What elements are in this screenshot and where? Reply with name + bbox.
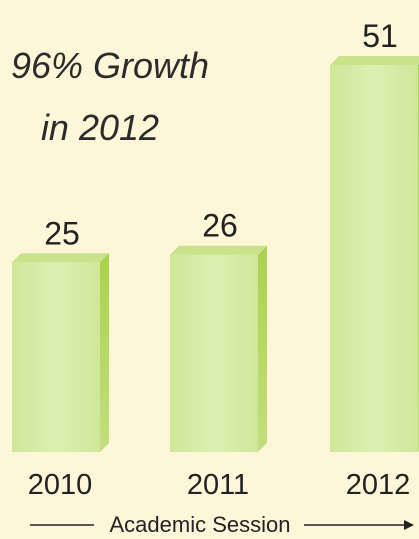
- headline-line-1: 96% Growth: [11, 45, 209, 86]
- value-label-2011: 26: [202, 208, 238, 244]
- tick-label-2012: 2012: [346, 469, 411, 501]
- bar-side: [100, 253, 109, 452]
- tick-label-2010: 2010: [28, 469, 93, 501]
- bars-layer: [12, 56, 419, 452]
- bar-front: [330, 65, 418, 452]
- bar-2010: [12, 253, 109, 452]
- bar-side: [258, 245, 267, 452]
- headline-line-2: in 2012: [41, 107, 159, 148]
- bar-front: [12, 262, 100, 452]
- x-axis-title: Academic Session: [110, 512, 291, 537]
- tick-label-2011: 2011: [187, 469, 249, 501]
- bar-front: [170, 254, 258, 452]
- bar-top: [12, 253, 109, 263]
- value-labels-layer: 25 2010 26 2011 51 2012: [28, 18, 411, 501]
- value-label-2010: 25: [44, 215, 80, 251]
- bar-2011: [170, 245, 267, 452]
- value-label-2012: 51: [362, 18, 398, 54]
- bar-2012: [330, 56, 419, 452]
- bar-top: [170, 245, 267, 255]
- bar-top: [330, 56, 419, 65]
- x-axis-title-group: Academic Session: [30, 512, 414, 537]
- axis-arrow-icon: [404, 520, 414, 530]
